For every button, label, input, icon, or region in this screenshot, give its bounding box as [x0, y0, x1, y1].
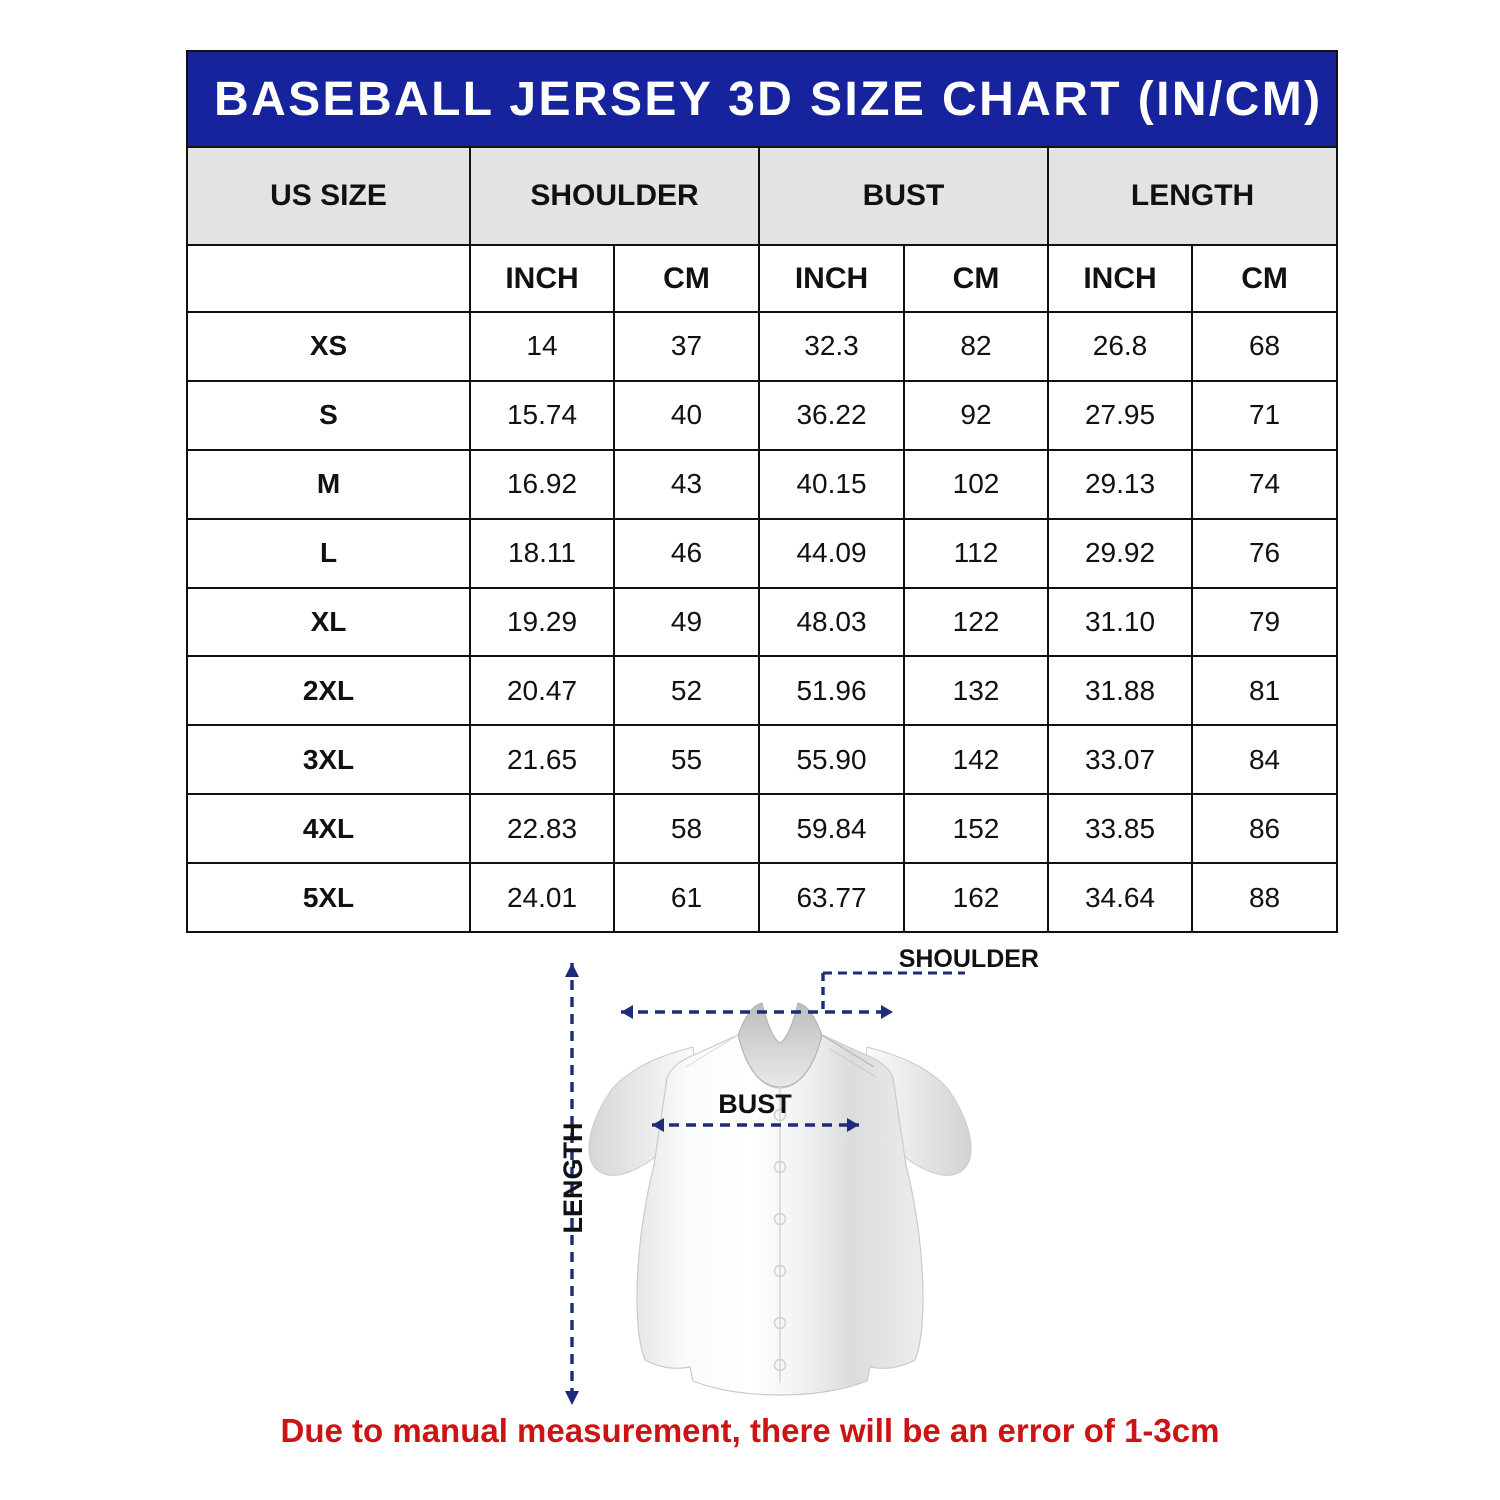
svg-text:BUST: BUST: [718, 1089, 792, 1119]
svg-text:LENGTH: LENGTH: [560, 1123, 588, 1234]
svg-text:SHOULDER: SHOULDER: [899, 945, 1039, 973]
